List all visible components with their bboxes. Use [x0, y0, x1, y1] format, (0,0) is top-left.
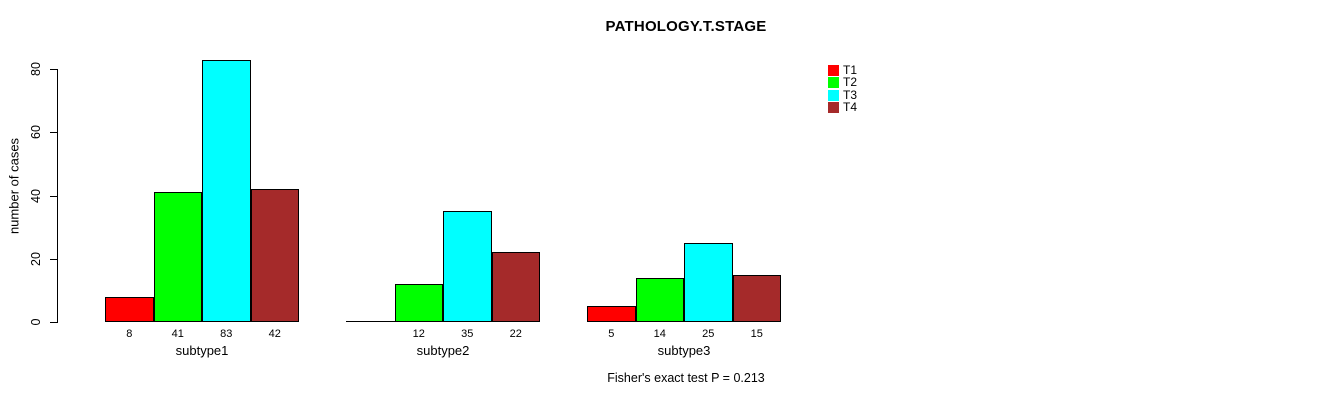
bar-subtype2-T1: [346, 321, 395, 322]
legend-swatch-T1: [828, 64, 839, 76]
bar-subtype2-T4: [491, 252, 540, 322]
legend-swatch-T2: [828, 77, 839, 88]
y-tick-mark: [50, 322, 57, 323]
bar-subtype3-T3: [684, 243, 733, 322]
bar-subtype2-T2: [394, 284, 443, 322]
y-tick-label-text: 20: [29, 252, 43, 266]
y-tick-mark: [50, 196, 57, 197]
bar-subtype1-T4: [250, 189, 299, 322]
y-tick-mark: [50, 259, 57, 260]
y-tick-mark: [50, 69, 57, 70]
legend-swatch-T4: [828, 102, 839, 113]
y-axis-line: [57, 69, 58, 323]
bar-value-label: 5: [608, 328, 615, 340]
bar-value-label: 12: [412, 328, 425, 340]
bar-value-label: 25: [702, 328, 715, 340]
bar-subtype1-T1: [105, 297, 154, 322]
stat-annotation: Fisher's exact test P = 0.213: [607, 371, 765, 385]
bar-value-label: 41: [171, 328, 184, 340]
bar-value-label: 42: [268, 328, 281, 340]
bar-subtype3-T4: [732, 275, 781, 322]
bar-subtype1-T2: [153, 192, 202, 322]
category-label-subtype3: subtype3: [657, 343, 711, 358]
legend-label-T4: T4: [843, 100, 858, 114]
bar-subtype3-T2: [635, 278, 684, 322]
category-label-subtype1: subtype1: [175, 343, 229, 358]
bar-subtype2-T3: [443, 211, 492, 322]
y-axis-title-text: number of cases: [6, 137, 22, 235]
y-tick-mark: [50, 132, 57, 133]
bar-value-label: 15: [750, 328, 763, 340]
y-tick-label-text: 40: [29, 189, 43, 203]
legend-label-T1: T1: [843, 62, 858, 77]
bar-subtype1-T3: [202, 60, 251, 322]
chart-title: PATHOLOGY.T.STAGE: [605, 18, 767, 35]
bar-value-label: 8: [126, 328, 133, 340]
legend-label-T2: T2: [843, 75, 858, 89]
bar-subtype3-T1: [587, 306, 636, 322]
bar-value-label: 14: [653, 328, 666, 340]
legend-label-T3: T3: [843, 87, 858, 102]
bar-value-label: 22: [509, 328, 522, 340]
bar-value-label: 35: [461, 328, 474, 340]
bar-value-label: 83: [220, 328, 233, 340]
y-tick-label-text: 60: [29, 125, 43, 139]
y-tick-label-text: 80: [29, 62, 43, 76]
legend-swatch-T3: [828, 89, 839, 101]
y-tick-label-text: 0: [29, 318, 43, 326]
category-label-subtype2: subtype2: [416, 343, 470, 358]
